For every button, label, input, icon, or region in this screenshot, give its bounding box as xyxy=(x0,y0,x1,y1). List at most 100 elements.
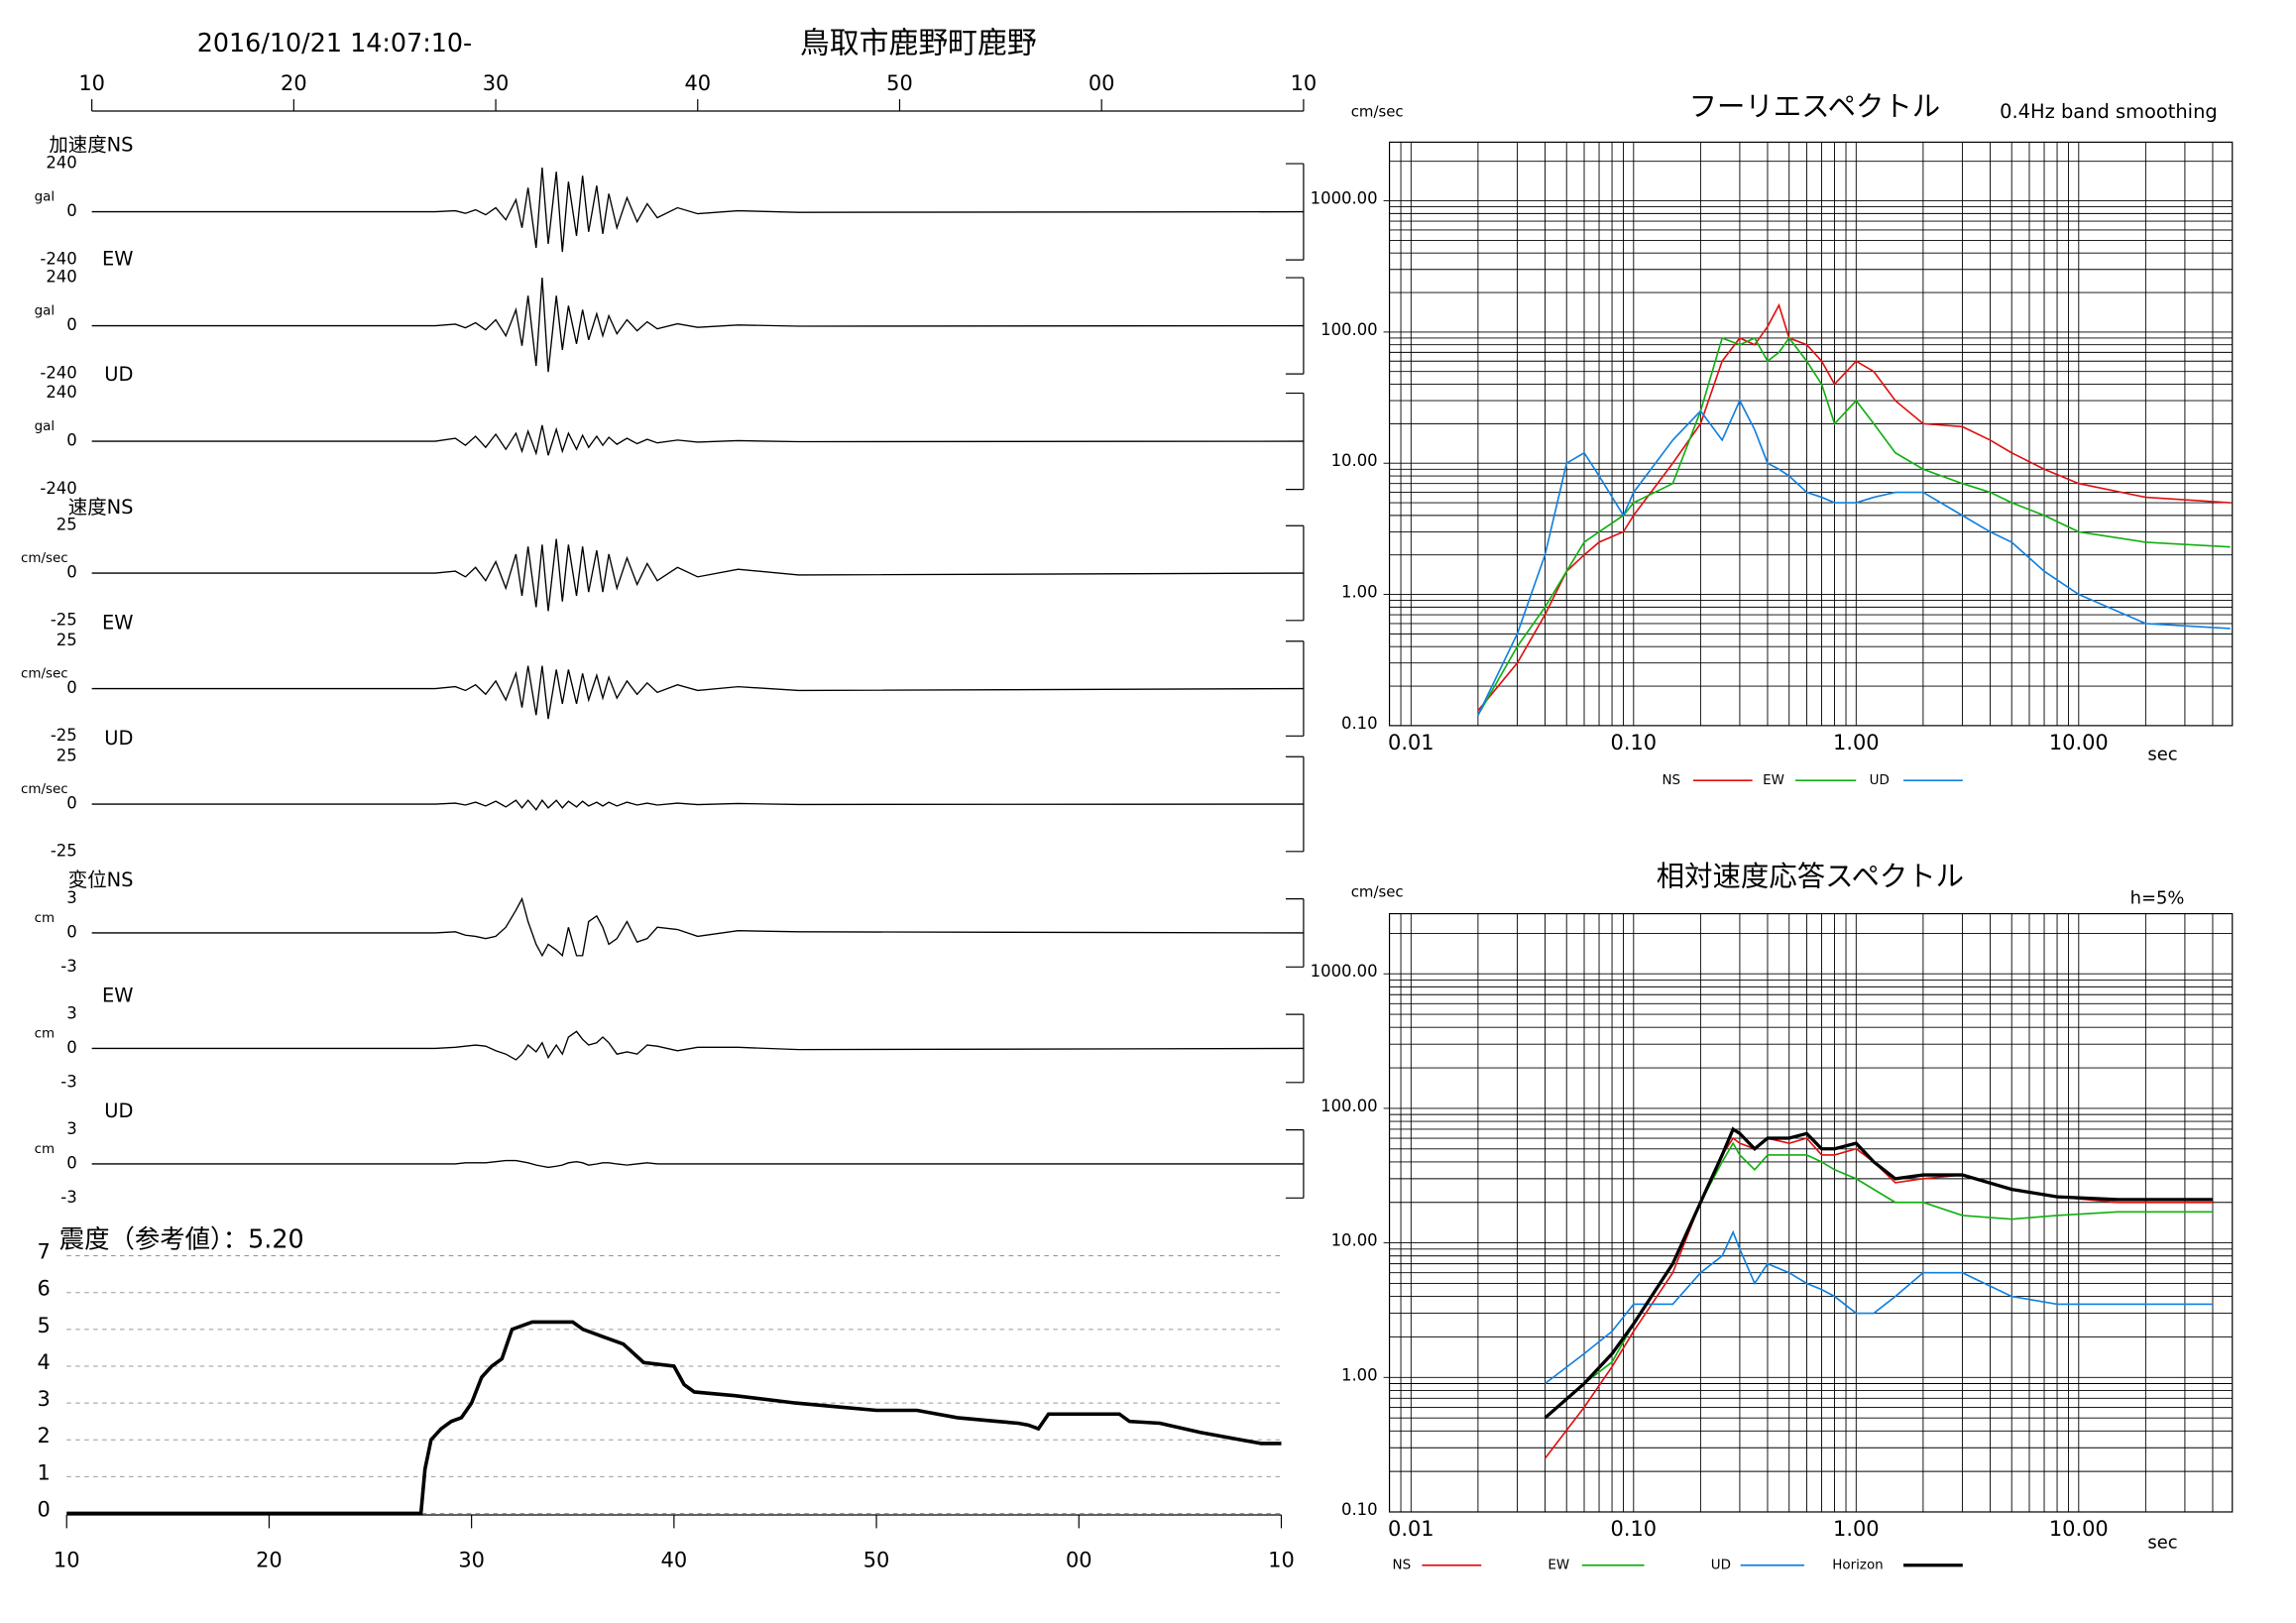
x-tick-label: 0.10 xyxy=(1611,731,1658,754)
y-tick-label: 3 xyxy=(66,1119,76,1138)
plot-frame xyxy=(1388,141,2234,727)
trace-label: EW xyxy=(102,248,133,271)
y-tick-label: 0 xyxy=(66,315,76,334)
chart-subtitle: 0.4Hz band smoothing xyxy=(2000,100,2218,123)
y-tick-label: -25 xyxy=(51,726,77,745)
y-axis-unit: cm/sec xyxy=(21,551,68,566)
y-tick-label: 5 xyxy=(37,1314,50,1337)
y-tick-label: 1000.00 xyxy=(1311,962,1378,981)
intensity-line xyxy=(66,1320,1282,1516)
trace-label: UD xyxy=(104,363,133,386)
x-axis-unit: sec xyxy=(2147,745,2177,765)
x-tick-label: 1.00 xyxy=(1833,731,1880,754)
y-tick-label: 6 xyxy=(37,1277,50,1301)
x-tick-label: 50 xyxy=(886,71,913,95)
x-tick-label: 10 xyxy=(1291,71,1318,95)
y-tick-label: 0 xyxy=(66,1153,76,1172)
y-tick-label: 25 xyxy=(57,631,77,649)
spectrum-line xyxy=(1477,302,2231,712)
y-tick-label: 0 xyxy=(66,678,76,697)
y-tick-label: 25 xyxy=(57,747,77,765)
y-tick-label: -3 xyxy=(60,957,76,976)
chart-title: 震度（参考値）：5.20 xyxy=(59,1224,304,1254)
waveform xyxy=(91,538,1304,612)
y-axis-unit: cm/sec xyxy=(1351,103,1404,121)
waveform xyxy=(91,278,1304,373)
y-axis-unit: gal xyxy=(35,304,56,319)
y-tick-label: -25 xyxy=(51,841,77,860)
x-tick-label: 40 xyxy=(684,71,711,95)
x-tick-label: 0.01 xyxy=(1388,731,1435,754)
y-tick-label: -240 xyxy=(40,364,76,383)
x-tick-label: 10 xyxy=(1268,1548,1295,1571)
spectrum-line xyxy=(1544,1126,2213,1420)
y-tick-label: 100.00 xyxy=(1320,1097,1377,1115)
y-tick-label: 1.00 xyxy=(1341,1365,1378,1384)
legend-label: NS xyxy=(1393,1559,1412,1573)
legend-label: NS xyxy=(1662,773,1680,788)
y-tick-label: 25 xyxy=(57,516,77,534)
y-tick-label: -240 xyxy=(40,250,76,269)
x-tick-label: 30 xyxy=(458,1548,485,1571)
y-tick-label: 1000.00 xyxy=(1311,189,1378,208)
waveform xyxy=(91,799,1304,811)
chart-title: フーリエスペクトル xyxy=(1689,90,1940,123)
x-tick-label: 10 xyxy=(78,71,105,95)
legend-label: EW xyxy=(1763,773,1784,788)
x-tick-label: 10.00 xyxy=(2049,1517,2109,1541)
legend-label: EW xyxy=(1548,1559,1569,1573)
y-tick-label: -3 xyxy=(60,1072,76,1091)
legend-label: UD xyxy=(1711,1559,1731,1573)
y-tick-label: 1 xyxy=(37,1460,50,1484)
x-tick-label: 50 xyxy=(863,1548,890,1571)
legend-label: Horizon xyxy=(1832,1559,1883,1573)
y-axis-unit: cm xyxy=(35,1142,55,1157)
trace-label: EW xyxy=(102,985,133,1007)
x-tick-label: 20 xyxy=(256,1548,283,1571)
y-tick-label: 10.00 xyxy=(1331,1231,1378,1250)
x-axis-unit: sec xyxy=(2147,1532,2177,1553)
y-tick-label: 0 xyxy=(66,922,76,941)
y-tick-label: 3 xyxy=(66,888,76,907)
x-tick-label: 0.10 xyxy=(1611,1517,1658,1541)
x-tick-label: 40 xyxy=(661,1548,688,1571)
station-name: 鳥取市鹿野町鹿野 xyxy=(800,26,1037,60)
x-tick-label: 10 xyxy=(54,1548,80,1571)
y-tick-label: -3 xyxy=(60,1188,76,1207)
y-tick-label: 1.00 xyxy=(1341,583,1378,602)
y-tick-label: 3 xyxy=(37,1387,50,1411)
trace-label: 変位NS xyxy=(68,869,134,891)
y-axis-unit: gal xyxy=(35,419,56,434)
x-tick-label: 00 xyxy=(1089,71,1115,95)
y-tick-label: 240 xyxy=(46,383,76,402)
y-tick-label: 7 xyxy=(37,1240,50,1264)
y-tick-label: 240 xyxy=(46,154,76,173)
trace-label: 速度NS xyxy=(68,496,134,519)
chart-title: 相対速度応答スペクトル xyxy=(1657,861,1964,893)
y-axis-unit: cm/sec xyxy=(21,782,68,797)
y-axis-unit: cm/sec xyxy=(21,667,68,682)
y-tick-label: 0 xyxy=(66,201,76,220)
y-tick-label: 3 xyxy=(66,1004,76,1023)
y-tick-label: 100.00 xyxy=(1320,320,1377,339)
datetime: 2016/10/21 14:07:10- xyxy=(197,28,473,58)
waveform xyxy=(91,665,1304,720)
spectrum-line xyxy=(1477,399,2231,716)
y-axis-unit: cm xyxy=(35,911,55,926)
y-axis-unit: gal xyxy=(35,190,56,205)
waveform xyxy=(91,168,1304,253)
y-tick-label: 0 xyxy=(66,1038,76,1057)
x-tick-label: 0.01 xyxy=(1388,1517,1435,1541)
waveform xyxy=(91,896,1304,958)
waveform xyxy=(91,424,1304,456)
spectrum-line xyxy=(1477,336,2231,716)
trace-label: UD xyxy=(104,1100,133,1122)
annotation: h=5% xyxy=(2130,888,2185,909)
waveform xyxy=(91,1159,1304,1169)
y-tick-label: 0 xyxy=(37,1497,50,1521)
y-tick-label: -25 xyxy=(51,610,77,629)
y-tick-label: -240 xyxy=(40,479,76,498)
